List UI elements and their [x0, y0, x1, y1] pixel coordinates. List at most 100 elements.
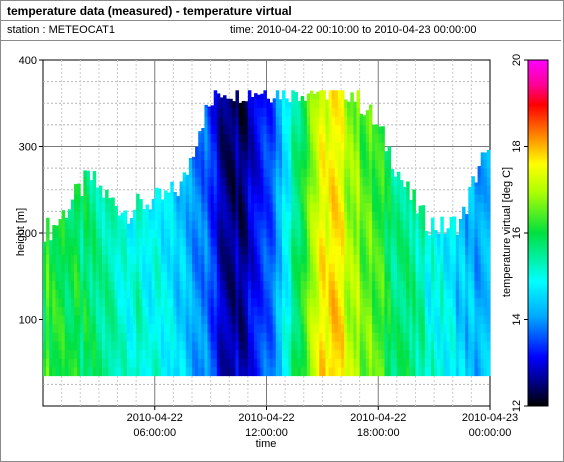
heatmap-cell	[241, 150, 246, 160]
heatmap-cell	[313, 315, 317, 325]
heatmap-cell	[347, 263, 351, 273]
heatmap-cell	[101, 358, 106, 368]
heatmap-cell	[350, 159, 354, 169]
heatmap-cell	[443, 271, 447, 281]
heatmap-cell	[446, 280, 451, 290]
heatmap-cell	[244, 133, 249, 143]
heatmap-cell	[328, 142, 333, 152]
heatmap-cell	[291, 133, 295, 143]
heatmap-cell	[306, 358, 311, 368]
heatmap-cell	[350, 133, 354, 143]
heatmap-cell	[49, 280, 53, 290]
heatmap-cell	[266, 367, 270, 377]
heatmap-cell	[331, 306, 336, 316]
heatmap-cell	[415, 315, 419, 325]
heatmap-cell	[347, 101, 351, 108]
heatmap-cell	[123, 237, 128, 247]
heatmap-cell	[83, 237, 87, 247]
heatmap-cell	[179, 323, 184, 333]
heatmap-cell	[241, 107, 246, 117]
heatmap-cell	[300, 271, 305, 281]
heatmap-cell	[328, 98, 333, 108]
heatmap-cell	[235, 116, 239, 126]
heatmap-cell	[285, 220, 289, 230]
heatmap-cell	[226, 168, 230, 178]
heatmap-cell	[219, 150, 224, 160]
heatmap-cell	[297, 168, 302, 178]
heatmap-cell	[86, 176, 90, 186]
heatmap-cell	[192, 367, 196, 377]
heatmap-cell	[334, 124, 339, 134]
heatmap-cell	[353, 159, 357, 169]
heatmap-cell	[160, 254, 165, 264]
heatmap-cell	[406, 280, 410, 290]
heatmap-cell	[356, 98, 361, 108]
heatmap-cell	[421, 341, 426, 351]
heatmap-cell	[306, 93, 311, 100]
heatmap-cell	[291, 90, 295, 100]
heatmap-cell	[359, 297, 364, 307]
heatmap-cell	[105, 349, 109, 359]
heatmap-cell	[133, 349, 137, 359]
heatmap-cell	[52, 237, 56, 247]
heatmap-cell	[294, 323, 298, 333]
heatmap-cell	[213, 90, 218, 100]
heatmap-cell	[167, 323, 171, 333]
heatmap-cell	[337, 358, 342, 368]
heatmap-cell	[403, 271, 407, 281]
heatmap-cell	[282, 289, 286, 299]
heatmap-cell	[294, 254, 298, 264]
heatmap-cell	[232, 341, 236, 351]
heatmap-cell	[185, 194, 190, 204]
heatmap-cell	[282, 341, 286, 351]
heatmap-cell	[207, 280, 212, 290]
heatmap-cell	[61, 254, 66, 264]
x-tick-label-time: 00:00:00	[469, 427, 512, 439]
heatmap-cell	[260, 159, 264, 169]
heatmap-cell	[319, 124, 323, 134]
heatmap-cell	[437, 358, 441, 368]
heatmap-cell	[55, 349, 59, 359]
heatmap-cell	[375, 245, 379, 256]
heatmap-cell	[67, 367, 72, 377]
heatmap-cell	[322, 271, 326, 281]
heatmap-cell	[58, 306, 63, 316]
heatmap-cell	[154, 254, 159, 264]
heatmap-cell	[148, 254, 153, 264]
heatmap-cell	[477, 185, 482, 195]
heatmap-cell	[238, 159, 243, 169]
heatmap-cell	[306, 107, 311, 117]
heatmap-cell	[458, 218, 463, 221]
heatmap-cell	[334, 220, 339, 230]
heatmap-cell	[337, 98, 342, 108]
heatmap-cell	[263, 98, 267, 108]
heatmap-cell	[393, 220, 398, 230]
heatmap-cell	[285, 306, 289, 316]
heatmap-cell	[372, 263, 376, 273]
heatmap-cell	[213, 289, 218, 299]
heatmap-cell	[232, 202, 236, 212]
heatmap-cell	[375, 228, 379, 238]
heatmap-cell	[403, 211, 407, 221]
heatmap-cell	[216, 315, 221, 325]
heatmap-cell	[350, 124, 354, 134]
heatmap-cell	[406, 358, 410, 368]
heatmap-cell	[232, 194, 236, 204]
heatmap-cell	[483, 271, 488, 281]
heatmap-cell	[83, 220, 87, 230]
heatmap-cell	[232, 228, 236, 238]
heatmap-cell	[288, 306, 292, 316]
heatmap-cell	[201, 228, 205, 238]
heatmap-cell	[359, 367, 364, 377]
heatmap-cell	[254, 323, 258, 333]
heatmap-cell	[210, 107, 215, 117]
heatmap-cell	[198, 358, 202, 368]
heatmap-cell	[244, 237, 249, 247]
heatmap-cell	[486, 254, 491, 264]
heatmap-cell	[337, 315, 342, 325]
heatmap-cell	[294, 185, 298, 195]
heatmap-cell	[306, 142, 311, 152]
heatmap-cell	[278, 168, 283, 178]
heatmap-cell	[303, 159, 308, 169]
heatmap-cell	[344, 133, 348, 143]
